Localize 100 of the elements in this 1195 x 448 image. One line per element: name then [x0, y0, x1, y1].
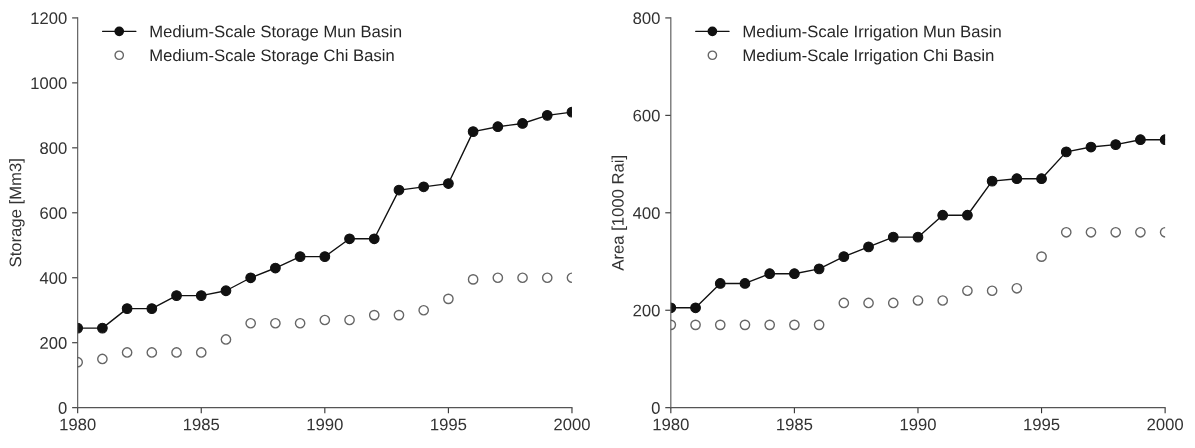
point — [1060, 146, 1072, 158]
point — [393, 184, 405, 196]
point — [121, 303, 133, 314]
x-tick-label: 2000 — [554, 418, 590, 431]
legend-label: Medium-Scale Storage Chi Basin — [150, 48, 394, 65]
y-tick-label: 800 — [633, 12, 660, 25]
point — [986, 175, 998, 187]
point — [863, 297, 874, 309]
x-tick-label: 1995 — [431, 418, 467, 431]
point — [368, 309, 380, 321]
x-tick-label: 1980 — [653, 418, 689, 431]
y-tick-label: 1200 — [31, 12, 67, 25]
point — [319, 251, 331, 263]
point — [418, 304, 430, 316]
point — [986, 285, 998, 297]
point — [912, 231, 924, 243]
x-tick-label: 1990 — [900, 418, 936, 431]
point — [146, 303, 158, 314]
point — [121, 347, 133, 358]
point — [245, 272, 257, 284]
point — [541, 272, 553, 284]
point — [443, 178, 454, 189]
point — [937, 209, 949, 221]
point — [789, 268, 800, 280]
point — [937, 295, 949, 306]
point — [1011, 282, 1023, 294]
point — [220, 334, 232, 345]
point — [270, 317, 281, 329]
y-tick-label: 0 — [58, 402, 67, 414]
point — [492, 121, 504, 133]
point — [1036, 251, 1047, 263]
point — [294, 251, 306, 263]
point — [887, 297, 899, 309]
point — [368, 233, 380, 245]
point — [690, 319, 701, 331]
y-tick-label: 400 — [39, 272, 67, 284]
point — [739, 278, 751, 289]
point — [1135, 226, 1146, 238]
point — [517, 272, 528, 284]
x-tick-label: 2000 — [1147, 418, 1184, 431]
point — [838, 297, 850, 309]
x-tick-label: 1980 — [60, 418, 96, 431]
y-tick-label: 200 — [633, 304, 660, 317]
point — [467, 126, 479, 137]
point — [541, 109, 553, 121]
point — [294, 317, 306, 329]
point — [1060, 226, 1072, 238]
point — [319, 314, 331, 326]
point — [393, 309, 405, 321]
point — [171, 347, 182, 358]
y-axis-title: Storage [Mm3] — [9, 159, 25, 267]
point — [690, 302, 701, 314]
point — [443, 293, 454, 305]
x-tick-label: 1990 — [307, 418, 343, 431]
point — [1011, 173, 1023, 185]
point — [962, 209, 973, 221]
point — [97, 353, 108, 365]
point — [1036, 173, 1047, 185]
point — [912, 295, 924, 306]
point — [714, 319, 726, 331]
point — [1135, 134, 1146, 146]
point — [764, 319, 776, 331]
y-tick-label: 400 — [632, 207, 660, 219]
point — [887, 231, 899, 243]
legend-label: Medium-Scale Irrigation Chi Basin — [743, 48, 994, 65]
y-tick-label: 200 — [40, 337, 67, 349]
point — [962, 285, 973, 297]
point — [813, 319, 825, 331]
y-tick-label: 800 — [40, 142, 67, 155]
point — [344, 314, 355, 326]
point — [418, 181, 430, 193]
point — [195, 290, 207, 301]
y-axis-title: Area [1000 Rai] — [611, 156, 628, 271]
point — [492, 272, 504, 284]
point — [245, 317, 257, 329]
point — [97, 322, 108, 334]
point — [739, 319, 751, 331]
point — [171, 290, 182, 301]
legend-label: Medium-Scale Irrigation Mun Basin — [743, 25, 1001, 41]
y-tick-label: 0 — [651, 402, 660, 414]
point — [1110, 226, 1122, 238]
point — [270, 262, 281, 274]
point — [813, 263, 825, 275]
y-tick-label: 1000 — [31, 77, 67, 90]
point — [146, 347, 158, 358]
point — [195, 347, 207, 358]
point — [1085, 226, 1097, 238]
point — [863, 241, 874, 253]
point — [764, 268, 776, 280]
point — [838, 251, 850, 263]
point — [517, 118, 528, 129]
point — [714, 278, 726, 289]
legend-label: Medium-Scale Storage Mun Basin — [150, 25, 402, 41]
point — [789, 319, 800, 331]
point — [1110, 139, 1122, 150]
y-tick-label: 600 — [40, 207, 67, 219]
point — [1085, 141, 1097, 153]
y-tick-label: 600 — [633, 109, 660, 122]
point — [467, 274, 479, 285]
point — [344, 233, 355, 245]
